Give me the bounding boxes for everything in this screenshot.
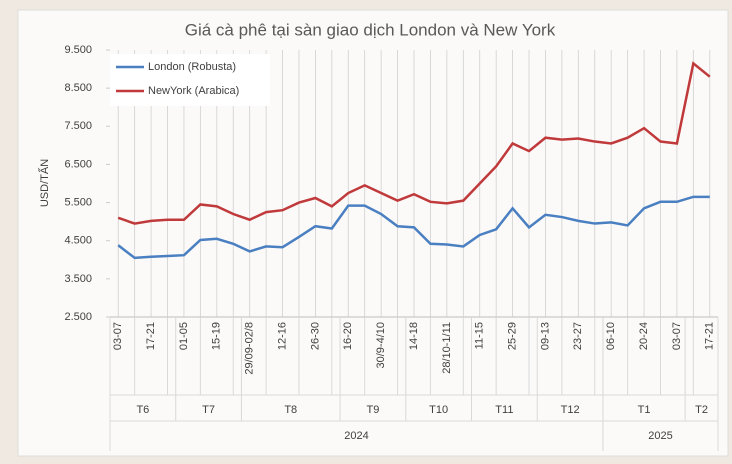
month-label: T6 [136, 404, 149, 416]
y-tick-label: 7.500 [64, 120, 92, 132]
x-tick-label: 28/10-1/11 [441, 322, 453, 374]
month-label: T1 [638, 404, 651, 416]
x-tick-label: 06-10 [605, 322, 617, 350]
x-tick-label: 03-07 [112, 322, 124, 350]
x-tick-label: 29/09-02/8 [244, 322, 256, 375]
legend-label: NewYork (Arabica) [148, 85, 239, 97]
x-tick-label: 14-18 [408, 322, 420, 350]
x-tick-label: 12-16 [276, 322, 288, 350]
month-label: T10 [429, 404, 448, 416]
y-tick-label: 4.500 [64, 235, 92, 247]
y-tick-label: 5.500 [64, 196, 92, 208]
chart: Giá cà phê tại sàn giao dịch London và N… [0, 0, 732, 464]
x-tick-label: 23-27 [572, 322, 584, 350]
y-axis-label: USD/TẤN [38, 159, 51, 207]
y-tick-label: 8.500 [64, 82, 92, 94]
x-tick-label: 16-20 [342, 322, 354, 350]
y-tick-label: 9.500 [64, 44, 92, 56]
x-tick-label: 09-13 [539, 322, 551, 350]
month-label: T9 [366, 404, 379, 416]
x-tick-label: 03-07 [671, 322, 683, 350]
legend-label: London (Robusta) [148, 61, 236, 73]
x-tick-label: 25-29 [507, 322, 519, 350]
y-tick-label: 2.500 [64, 311, 92, 323]
x-tick-label: 11-15 [474, 322, 486, 349]
month-label: T2 [695, 404, 708, 416]
x-tick-label: 15-19 [211, 322, 223, 350]
x-tick-label: 17-21 [704, 322, 716, 350]
month-label: T12 [561, 404, 580, 416]
x-tick-label: 30/9-4/10 [375, 322, 387, 368]
x-tick-label: 01-05 [178, 322, 190, 350]
y-tick-label: 3.500 [64, 273, 92, 285]
x-tick-label: 26-30 [309, 322, 321, 350]
month-label: T11 [495, 404, 513, 416]
chart-title: Giá cà phê tại sàn giao dịch London và N… [185, 20, 556, 39]
x-tick-label: 20-24 [638, 322, 650, 350]
year-label: 2024 [344, 430, 368, 442]
y-tick-label: 6.500 [64, 158, 92, 170]
x-tick-label: 17-21 [145, 322, 157, 350]
year-label: 2025 [648, 430, 672, 442]
month-label: T8 [284, 404, 297, 416]
month-label: T7 [202, 404, 215, 416]
